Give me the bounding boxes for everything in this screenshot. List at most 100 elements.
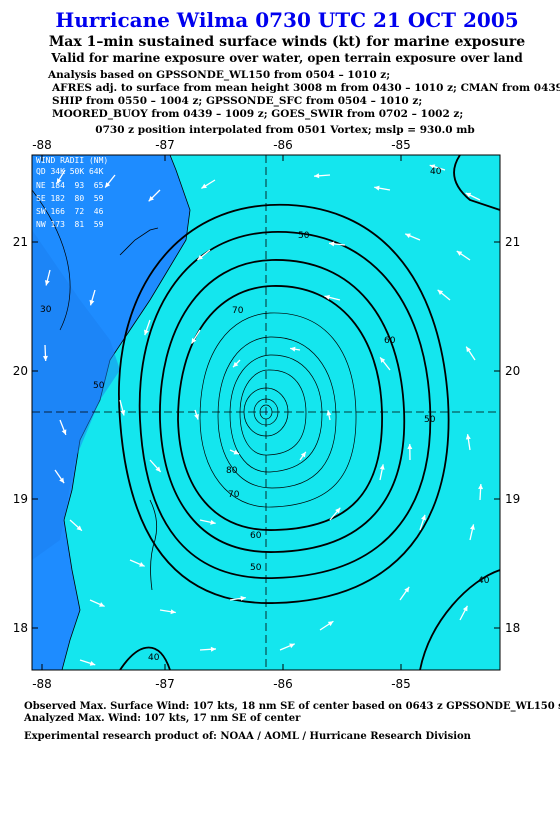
wind-arrowhead xyxy=(233,361,239,368)
wind-arrowhead xyxy=(42,355,48,361)
wind-arrowhead xyxy=(379,464,385,470)
wind-arrowhead xyxy=(470,524,475,530)
wind-arrowhead xyxy=(314,173,320,179)
wind-arrowhead xyxy=(144,329,149,336)
wind-arrowhead xyxy=(191,338,197,344)
wind-arrowhead xyxy=(289,643,295,649)
wind-arrowhead xyxy=(335,507,341,514)
contour-40-ne xyxy=(453,155,500,211)
contour-60 xyxy=(159,259,406,553)
wind-arrowhead xyxy=(462,605,468,612)
wind-arrowhead xyxy=(105,182,111,188)
lat-label: 21 xyxy=(13,235,28,249)
lat-label: 19 xyxy=(13,492,28,506)
contour-40 xyxy=(118,204,450,604)
contour-40-s xyxy=(119,646,171,670)
wind-arrowhead xyxy=(404,586,410,593)
land-shade xyxy=(32,155,120,560)
contour-label: 40 xyxy=(478,576,490,586)
contour-label: 30 xyxy=(40,305,52,315)
wind-arrowhead xyxy=(421,514,426,521)
footer-line: Experimental research product of: NOAA /… xyxy=(24,731,472,742)
wind-arrowhead xyxy=(120,410,126,416)
lat-label: 21 xyxy=(505,235,520,249)
wind-arrowhead xyxy=(374,185,380,191)
lon-label: -87 xyxy=(155,138,175,152)
wind-arrowhead xyxy=(290,346,296,352)
contour-label: 40 xyxy=(430,167,442,177)
wind-arrowhead xyxy=(465,434,471,440)
lon-label: -85 xyxy=(391,677,411,691)
wind-arrowhead xyxy=(407,444,413,450)
wind-vectors xyxy=(42,164,484,666)
lat-label: 20 xyxy=(13,364,28,378)
radii-row: NW 173 81 59 xyxy=(36,220,104,229)
contour-label: 50 xyxy=(424,415,436,425)
wind-arrowhead xyxy=(380,357,386,363)
contour-90 xyxy=(217,336,337,489)
analysis-line: AFRES adj. to surface from mean height 3… xyxy=(51,82,560,94)
contour-label: 50 xyxy=(298,231,310,241)
frame xyxy=(31,154,501,671)
lat-label: 18 xyxy=(13,621,28,635)
wind-arrowhead xyxy=(56,178,62,184)
wind-arrowhead xyxy=(466,346,472,353)
wind-arrowhead xyxy=(76,525,82,531)
lat-label: 20 xyxy=(505,364,520,378)
contour-105 xyxy=(239,369,307,456)
wind-arrowhead xyxy=(59,477,65,484)
analysis-line: SHIP from 0550 – 1004 z; GPSSONDE_SFC fr… xyxy=(52,95,422,108)
wind-arrowhead xyxy=(197,254,203,260)
wind-arrowhead xyxy=(456,251,463,256)
coast xyxy=(119,227,159,256)
radii-header: QD 34K 50K 64K xyxy=(36,167,104,176)
wind-arrowhead xyxy=(465,192,472,198)
contour-label: 70 xyxy=(228,490,240,500)
lon-label: -87 xyxy=(155,677,175,691)
wind-arrowhead xyxy=(405,233,411,239)
subtitle: Max 1–min sustained surface winds (kt) f… xyxy=(49,34,525,50)
footer-line: Analyzed Max. Wind: 107 kts, 17 nm SE of… xyxy=(23,713,301,724)
contour-label: 50 xyxy=(93,381,105,391)
contour-80 xyxy=(199,312,357,508)
lon-label: -85 xyxy=(391,138,411,152)
lon-label: -88 xyxy=(32,677,52,691)
contour-label: 50 xyxy=(250,563,262,573)
analysis-line: Analysis based on GPSSONDE_WL150 from 05… xyxy=(47,69,390,82)
contour-label: 60 xyxy=(250,531,262,541)
wind-arrowhead xyxy=(44,280,50,286)
wind-arrowhead xyxy=(89,299,95,306)
wind-arrowhead xyxy=(240,595,246,601)
wind-arrowhead xyxy=(139,562,145,567)
contour-label: 60 xyxy=(384,336,396,346)
wind-arrowhead xyxy=(327,621,334,627)
footer-line: Observed Max. Surface Wind: 107 kts, 18 … xyxy=(24,701,560,712)
coast xyxy=(149,499,158,591)
wind-arrowhead xyxy=(437,289,444,295)
wind-arrowhead xyxy=(148,195,154,202)
wind-arrowhead xyxy=(155,466,161,472)
wind-arrowhead xyxy=(233,449,240,455)
wind-arrowhead xyxy=(210,646,216,652)
contour-100 xyxy=(229,354,323,473)
lon-label: -86 xyxy=(273,677,293,691)
lon-label: -86 xyxy=(273,138,293,152)
validity: Valid for marine exposure over water, op… xyxy=(50,51,523,65)
wind-arrowhead xyxy=(326,410,332,416)
radii-row: SE 182 80 59 xyxy=(36,194,104,203)
contour-40-se xyxy=(419,569,500,670)
radii-row: NE 184 93 65 xyxy=(36,181,104,190)
wind-arrowhead xyxy=(61,429,67,435)
radii-row: SW 166 72 46 xyxy=(36,207,104,216)
wind-arrowhead xyxy=(89,660,96,666)
wind-arrowhead xyxy=(99,602,105,607)
wind-arrowhead xyxy=(170,609,176,615)
lat-label: 19 xyxy=(505,492,520,506)
contour-30 xyxy=(32,189,71,331)
position-note: 0730 z position interpolated from 0501 V… xyxy=(95,124,474,136)
axis-ticks: -88 -88 -87 -87 -86 -86 -85 -85 21 21 20 20 19 19 18 18 xyxy=(13,138,521,691)
contour-label: 40 xyxy=(148,653,160,663)
wind-arrowhead xyxy=(210,519,216,525)
